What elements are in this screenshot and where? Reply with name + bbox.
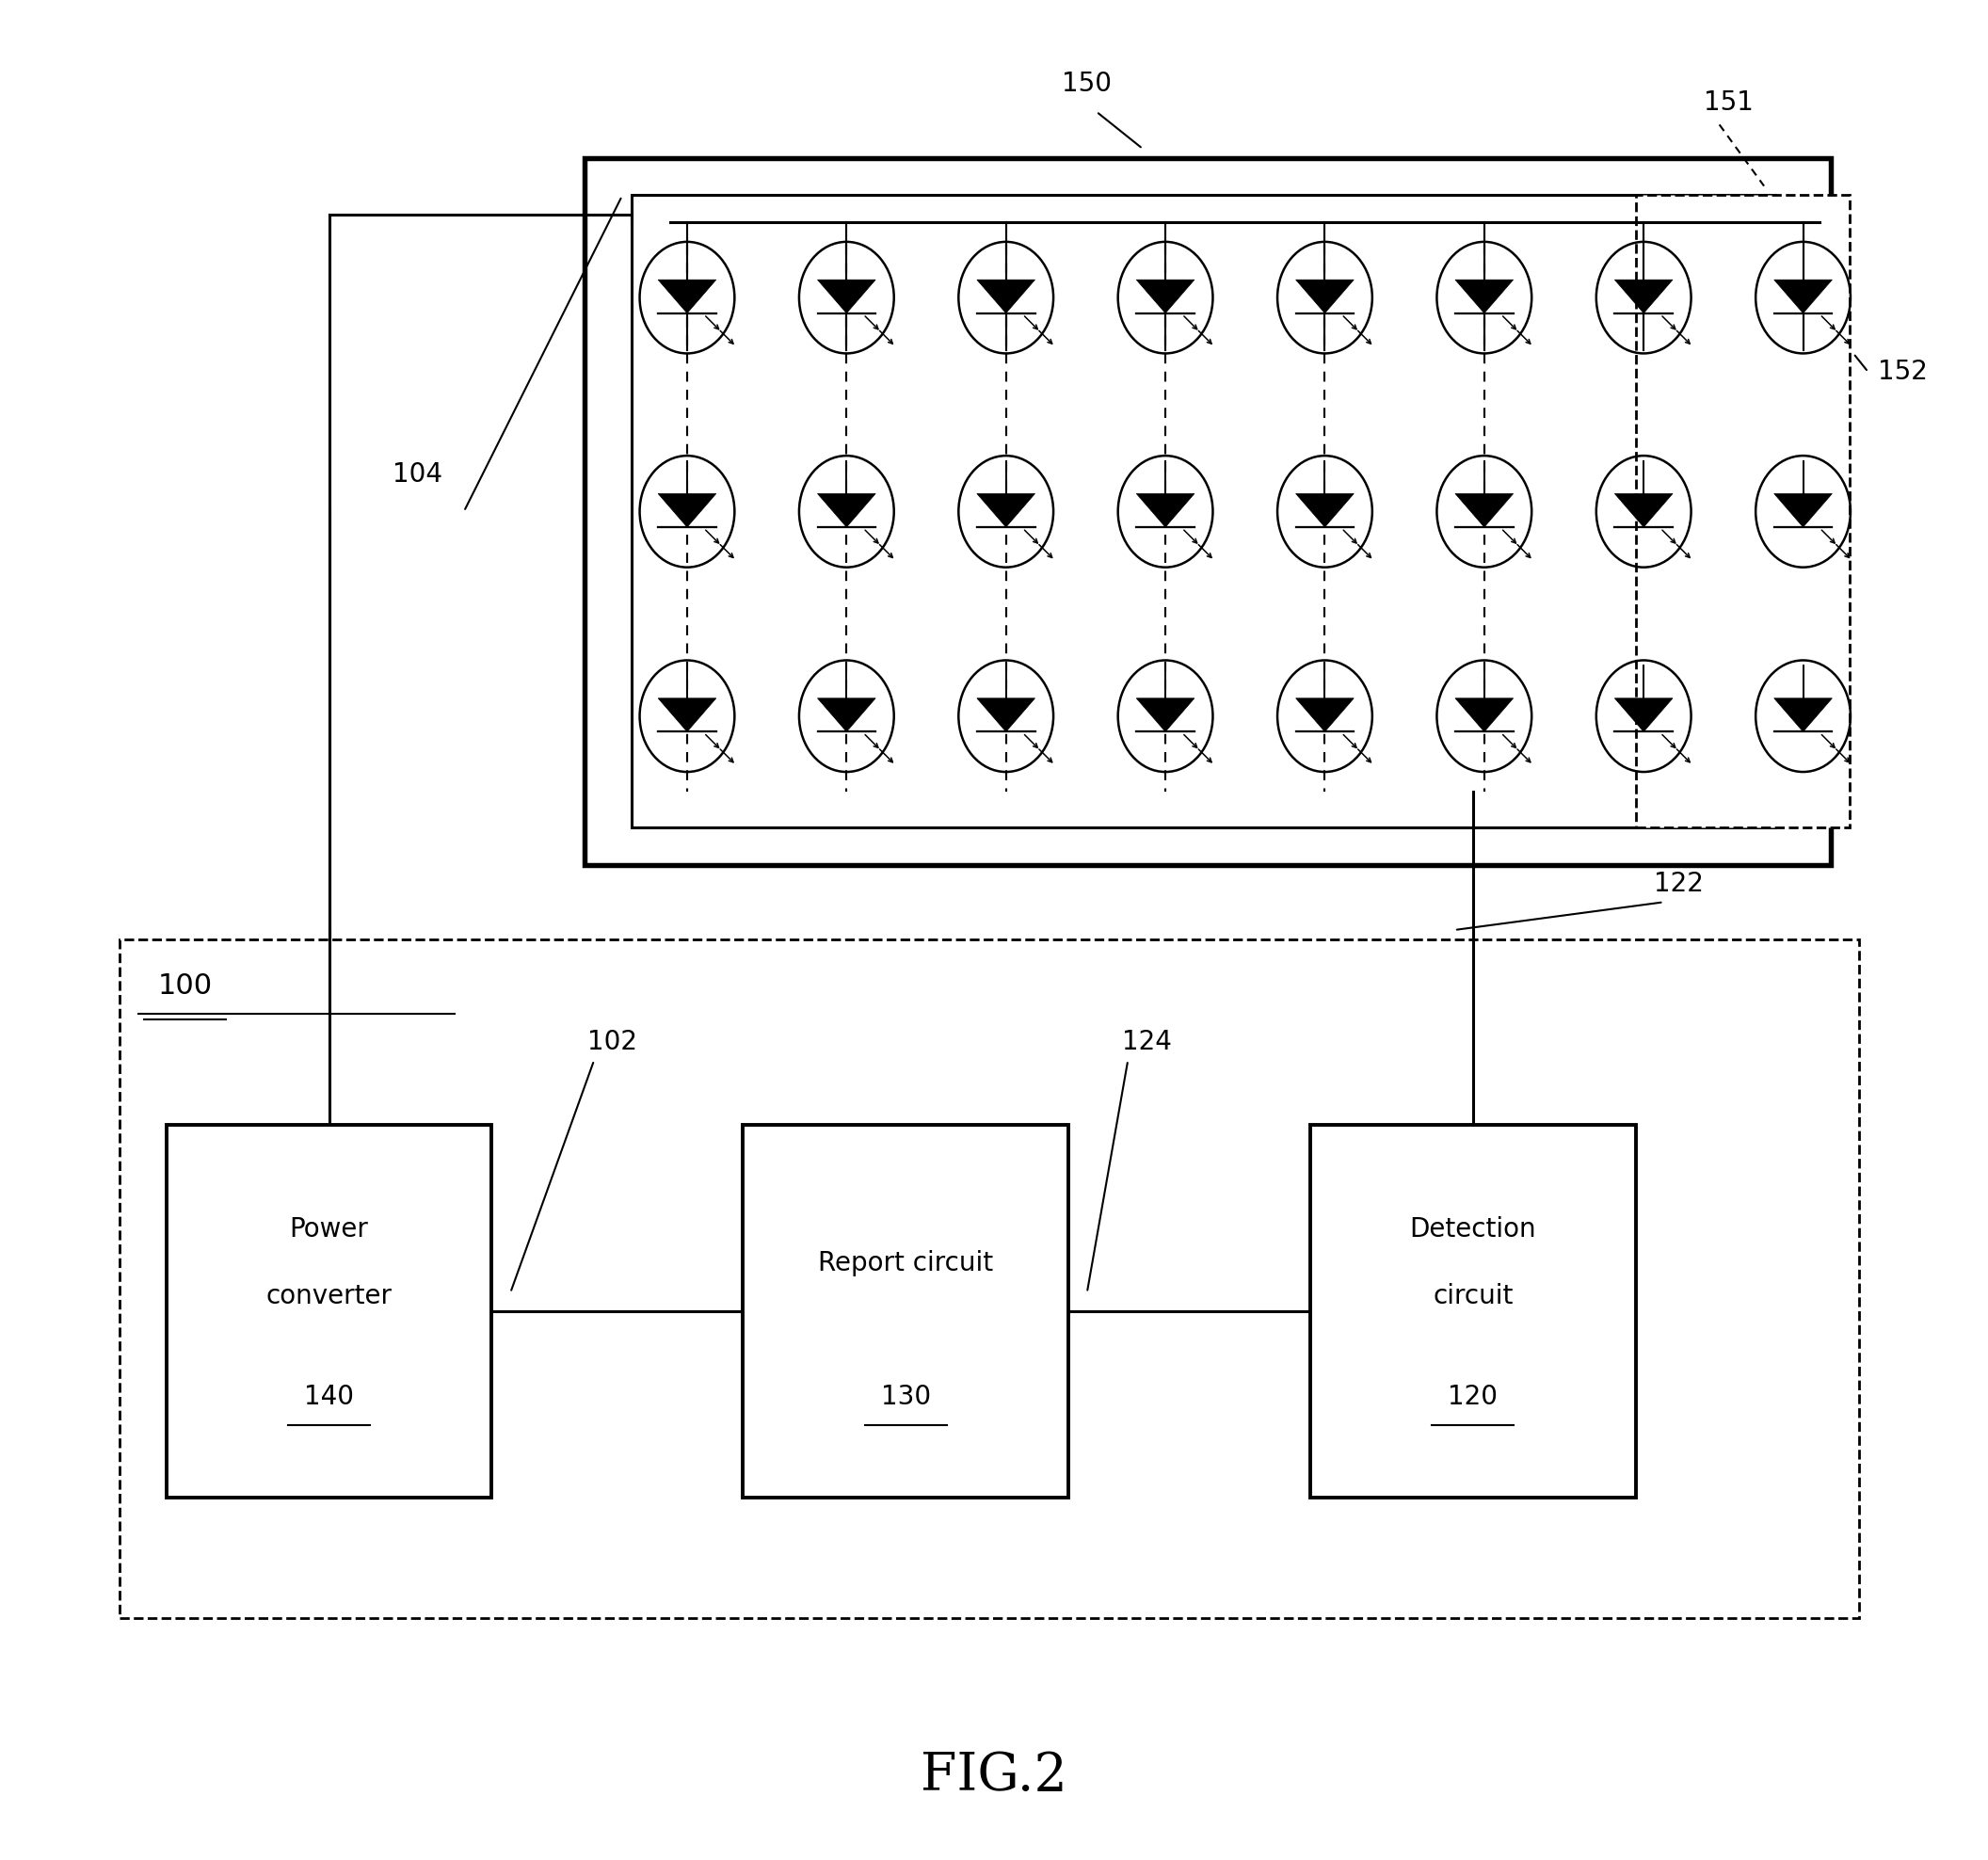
Polygon shape xyxy=(976,698,1036,731)
Polygon shape xyxy=(976,279,1036,312)
Text: 151: 151 xyxy=(1704,89,1753,115)
Polygon shape xyxy=(817,493,875,526)
Polygon shape xyxy=(1296,279,1354,312)
Polygon shape xyxy=(658,279,716,312)
Bar xyxy=(632,195,1775,828)
Text: 152: 152 xyxy=(1877,359,1926,385)
Polygon shape xyxy=(1455,698,1513,731)
Polygon shape xyxy=(1296,698,1354,731)
Text: Report circuit: Report circuit xyxy=(817,1250,994,1276)
Text: 120: 120 xyxy=(1447,1384,1497,1410)
Polygon shape xyxy=(658,493,716,526)
Polygon shape xyxy=(1773,698,1833,731)
Bar xyxy=(119,939,1859,1618)
Text: 100: 100 xyxy=(157,973,213,999)
Text: Detection: Detection xyxy=(1409,1216,1537,1242)
Polygon shape xyxy=(817,698,875,731)
Bar xyxy=(1310,1125,1636,1497)
Bar xyxy=(1636,195,1849,828)
Text: 150: 150 xyxy=(1062,71,1111,97)
Polygon shape xyxy=(817,279,875,312)
Polygon shape xyxy=(1614,493,1672,526)
Bar xyxy=(584,158,1831,865)
Text: circuit: circuit xyxy=(1433,1283,1513,1309)
Text: 140: 140 xyxy=(304,1384,354,1410)
Polygon shape xyxy=(1773,279,1833,312)
Text: 104: 104 xyxy=(392,461,443,487)
Polygon shape xyxy=(1455,493,1513,526)
Bar xyxy=(167,1125,491,1497)
Text: converter: converter xyxy=(266,1283,392,1309)
Text: 122: 122 xyxy=(1654,870,1704,897)
Polygon shape xyxy=(1773,493,1833,526)
Bar xyxy=(744,1125,1068,1497)
Text: Power: Power xyxy=(290,1216,368,1242)
Text: 102: 102 xyxy=(588,1029,638,1055)
Text: FIG.2: FIG.2 xyxy=(920,1750,1068,1802)
Polygon shape xyxy=(1296,493,1354,526)
Polygon shape xyxy=(1614,279,1672,312)
Polygon shape xyxy=(1137,493,1195,526)
Polygon shape xyxy=(1137,279,1195,312)
Text: 124: 124 xyxy=(1121,1029,1171,1055)
Polygon shape xyxy=(976,493,1036,526)
Polygon shape xyxy=(1614,698,1672,731)
Text: 130: 130 xyxy=(881,1384,930,1410)
Polygon shape xyxy=(1455,279,1513,312)
Polygon shape xyxy=(658,698,716,731)
Polygon shape xyxy=(1137,698,1195,731)
